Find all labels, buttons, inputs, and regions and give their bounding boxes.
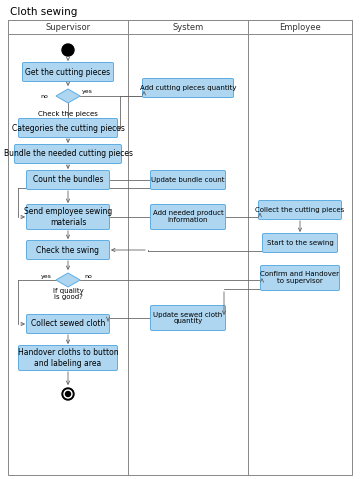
Text: no: no (40, 94, 48, 99)
Text: Handover cloths to button
and labeling area: Handover cloths to button and labeling a… (18, 348, 118, 368)
Text: Start to the sewing: Start to the sewing (267, 240, 333, 246)
Circle shape (64, 390, 72, 398)
Text: yes: yes (41, 274, 51, 279)
Text: Categories the cutting pieces: Categories the cutting pieces (12, 124, 125, 133)
FancyBboxPatch shape (18, 118, 117, 137)
Text: no: no (84, 274, 92, 279)
FancyBboxPatch shape (27, 205, 109, 229)
FancyBboxPatch shape (27, 171, 109, 190)
Text: Collect the cutting pieces: Collect the cutting pieces (255, 207, 345, 213)
Circle shape (62, 388, 74, 400)
Text: yes: yes (82, 89, 93, 94)
FancyBboxPatch shape (150, 171, 225, 190)
FancyBboxPatch shape (261, 265, 339, 290)
Text: Add needed product
information: Add needed product information (153, 210, 223, 224)
FancyBboxPatch shape (150, 306, 225, 331)
Text: Get the cutting pieces: Get the cutting pieces (26, 68, 111, 77)
Text: Check the swing: Check the swing (36, 246, 99, 254)
Circle shape (62, 44, 74, 56)
Text: Collect sewed cloth: Collect sewed cloth (31, 319, 105, 329)
FancyBboxPatch shape (22, 62, 113, 81)
Text: Employee: Employee (279, 23, 321, 32)
Text: System: System (172, 23, 204, 32)
FancyBboxPatch shape (150, 205, 225, 229)
FancyBboxPatch shape (27, 240, 109, 260)
Text: Send employee sewing
materials: Send employee sewing materials (24, 207, 112, 227)
Text: Update bundle count: Update bundle count (151, 177, 225, 183)
Text: Count the bundles: Count the bundles (33, 175, 103, 184)
Circle shape (66, 391, 71, 397)
Polygon shape (56, 273, 80, 287)
FancyBboxPatch shape (14, 145, 122, 163)
FancyBboxPatch shape (258, 201, 342, 219)
FancyBboxPatch shape (143, 79, 234, 98)
Text: Cloth sewing: Cloth sewing (10, 7, 77, 17)
Text: If quality
is good?: If quality is good? (53, 287, 84, 300)
Text: Supervisor: Supervisor (45, 23, 91, 32)
FancyBboxPatch shape (262, 233, 338, 252)
Text: Confirm and Handover
to supervisor: Confirm and Handover to supervisor (261, 272, 339, 285)
Text: Bundle the needed cutting pieces: Bundle the needed cutting pieces (4, 149, 132, 159)
Text: Check the pieces: Check the pieces (38, 111, 98, 117)
Text: Update sewed cloth
quantity: Update sewed cloth quantity (153, 311, 222, 324)
Bar (8, 20, 352, 34)
Text: Add cutting pieces quantity: Add cutting pieces quantity (140, 85, 236, 91)
FancyBboxPatch shape (27, 315, 109, 333)
FancyBboxPatch shape (18, 345, 117, 370)
Polygon shape (56, 89, 80, 103)
